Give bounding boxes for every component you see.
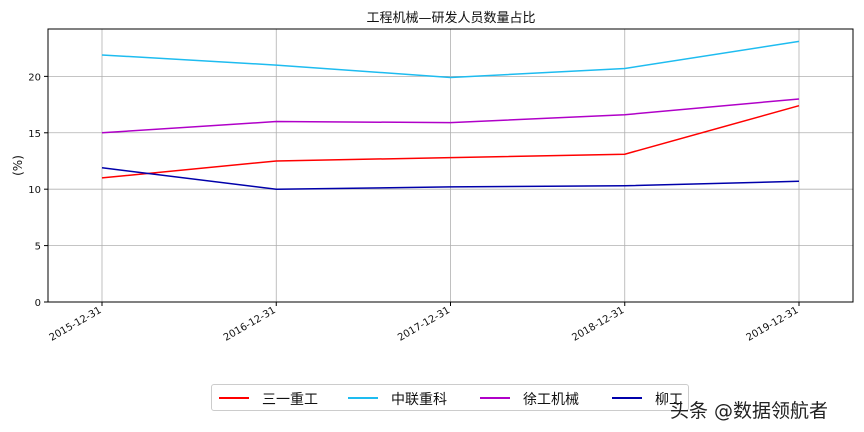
legend-label-zoomlion: 中联重科 xyxy=(391,392,447,408)
axis-ticks: 0 5 10 15 20 2015-12-31 2016-12-31 2017-12-31 20… xyxy=(28,72,800,343)
grid-lines xyxy=(48,29,853,303)
legend-swatch-liugong xyxy=(612,397,642,399)
x-tick-label: 2016-12-31 xyxy=(222,305,278,344)
x-tick-label: 2019-12-31 xyxy=(745,305,801,344)
chart-legend: 三一重工 中联重科 徐工机械 柳工 xyxy=(211,384,689,411)
watermark-text: 头条 @数据领航者 xyxy=(670,400,829,422)
y-tick-label: 5 xyxy=(35,242,41,253)
legend-swatch-xcmg xyxy=(480,397,510,399)
legend-label-sany: 三一重工 xyxy=(262,392,318,408)
y-tick-label: 20 xyxy=(28,72,41,83)
y-tick-label: 15 xyxy=(28,129,41,140)
x-tick-label: 2018-12-31 xyxy=(570,305,626,344)
chart-title: 工程机械—研发人员数量占比 xyxy=(366,10,535,26)
y-tick-label: 10 xyxy=(28,185,41,196)
series-line-3 xyxy=(101,167,800,190)
x-tick-label: 2017-12-31 xyxy=(396,305,452,344)
legend-swatch-zoomlion xyxy=(348,397,378,399)
series-line-0 xyxy=(101,104,800,179)
legend-label-xcmg: 徐工机械 xyxy=(523,392,579,408)
series-line-1 xyxy=(101,40,800,79)
x-tick-label: 2015-12-31 xyxy=(48,305,104,344)
legend-label-liugong: 柳工 xyxy=(655,392,683,408)
series-line-2 xyxy=(101,98,800,134)
y-tick-label: 0 xyxy=(35,298,41,309)
legend-swatch-sany xyxy=(219,397,249,399)
series-lines xyxy=(101,40,800,190)
y-axis-label: (%) xyxy=(11,155,25,176)
